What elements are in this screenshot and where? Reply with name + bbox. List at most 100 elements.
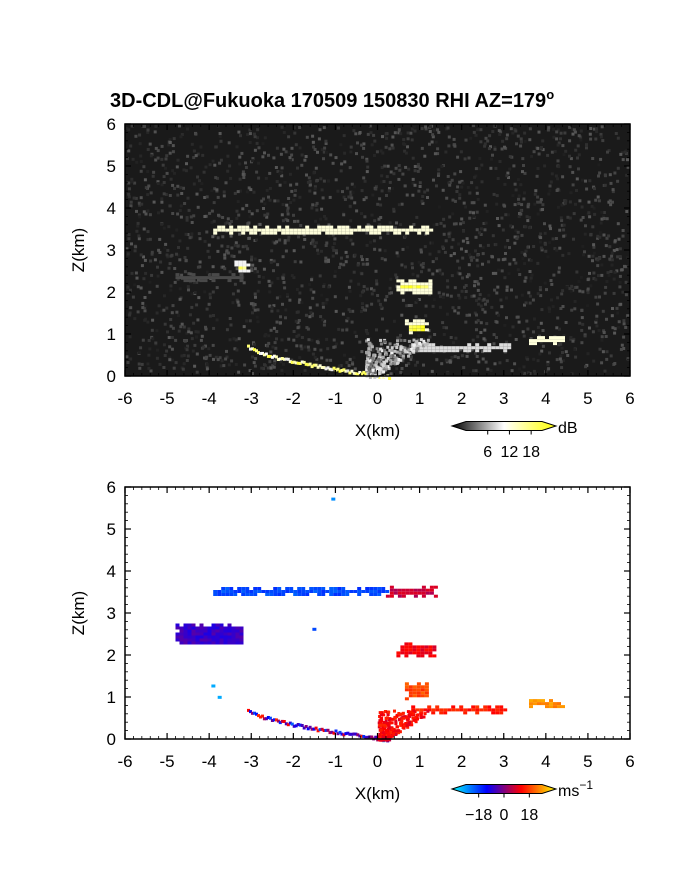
data-cell — [297, 590, 302, 593]
data-cell — [366, 358, 370, 362]
data-cell — [332, 366, 336, 370]
data-cell — [309, 228, 314, 232]
data-cell — [330, 368, 334, 372]
data-cell — [360, 372, 364, 376]
data-cell — [317, 587, 322, 590]
data-cell — [225, 590, 230, 593]
data-cell — [280, 357, 284, 360]
data-cell — [191, 638, 196, 642]
data-cell — [382, 720, 386, 724]
data-cell — [394, 359, 398, 363]
data-cell — [422, 344, 425, 348]
data-cell — [350, 369, 354, 373]
data-cell — [368, 359, 372, 363]
data-cell — [211, 279, 216, 283]
data-cell — [235, 626, 240, 630]
data-cell — [235, 632, 240, 636]
data-cell — [211, 273, 216, 277]
data-cell — [529, 339, 533, 343]
data-cell — [242, 260, 247, 264]
data-cell — [443, 349, 448, 353]
data-cell — [377, 721, 381, 725]
data-cell — [382, 365, 386, 369]
data-cell — [388, 377, 392, 380]
data-cell — [409, 710, 413, 714]
data-cell — [187, 623, 192, 627]
x-tick-label: 1 — [415, 752, 424, 771]
data-cell — [463, 708, 468, 712]
data-cell — [253, 225, 258, 229]
data-cell — [416, 648, 421, 652]
data-cell — [425, 225, 430, 229]
data-cell — [238, 269, 243, 273]
data-cell — [491, 711, 496, 715]
data-cell — [391, 361, 395, 365]
data-cell — [413, 594, 418, 598]
x-axis: -6 -5 -4 -3 -2 -1 0 1 2 3 4 5 6 — [117, 124, 635, 408]
data-cell — [298, 362, 302, 365]
data-cell — [231, 273, 236, 277]
data-cell — [211, 635, 216, 639]
x-tick-label: -6 — [117, 389, 132, 408]
data-cell — [367, 363, 371, 367]
y-tick-label: 4 — [107, 199, 116, 218]
data-cell — [409, 720, 413, 724]
data-cell — [322, 366, 326, 370]
feature-patch — [529, 336, 565, 346]
data-cell — [183, 623, 188, 627]
data-cell — [503, 343, 508, 347]
data-cell — [261, 231, 266, 235]
data-cell — [398, 730, 402, 734]
data-cell — [389, 730, 392, 734]
data-cell — [281, 590, 286, 593]
data-cell — [277, 587, 282, 590]
data-cell — [245, 593, 250, 596]
data-cell — [324, 367, 328, 371]
data-cell — [412, 285, 417, 289]
data-cell — [416, 291, 421, 295]
data-cell — [310, 727, 314, 731]
data-cell — [365, 365, 368, 369]
colorbar-tick-label: 12 — [501, 444, 519, 461]
data-cell — [376, 368, 380, 372]
data-cell — [313, 590, 318, 593]
data-cell — [333, 228, 338, 232]
data-cell — [179, 629, 184, 633]
data-cell — [408, 325, 413, 329]
data-cell — [379, 724, 383, 727]
data-cell — [308, 725, 312, 729]
data-cell — [382, 375, 386, 379]
data-cell — [374, 735, 378, 739]
data-cell — [341, 231, 346, 235]
colorbar: 6 12 18 dB — [450, 420, 578, 461]
data-cell — [278, 721, 282, 725]
data-cell — [416, 688, 421, 692]
data-cell — [393, 588, 398, 592]
data-cell — [309, 590, 314, 593]
data-cell — [342, 368, 346, 372]
data-cell — [420, 715, 424, 719]
data-cell — [393, 228, 398, 232]
data-cell — [253, 593, 258, 596]
data-cell — [396, 288, 401, 292]
data-cell — [317, 231, 322, 235]
data-cell — [557, 339, 561, 343]
data-cell — [386, 712, 390, 716]
data-cell — [416, 282, 421, 286]
data-cell — [475, 705, 480, 709]
data-cell — [433, 594, 438, 598]
data-cell — [179, 635, 184, 639]
data-cell — [237, 587, 242, 590]
data-cell — [381, 731, 385, 734]
data-cell — [417, 228, 422, 232]
data-cell — [388, 736, 392, 740]
velocity-panel: -6 -5 -4 -3 -2 -1 0 1 2 3 4 5 6 0 1 2 3 4 5 6 X(km) Z(km) −18 0… — [69, 478, 635, 824]
data-cell — [330, 730, 334, 734]
data-cell — [211, 626, 216, 630]
data-cell — [273, 590, 278, 593]
data-cell — [487, 705, 492, 709]
data-cell — [369, 590, 374, 593]
data-cell — [416, 685, 421, 689]
data-cell — [541, 336, 545, 340]
data-cell — [404, 685, 409, 689]
